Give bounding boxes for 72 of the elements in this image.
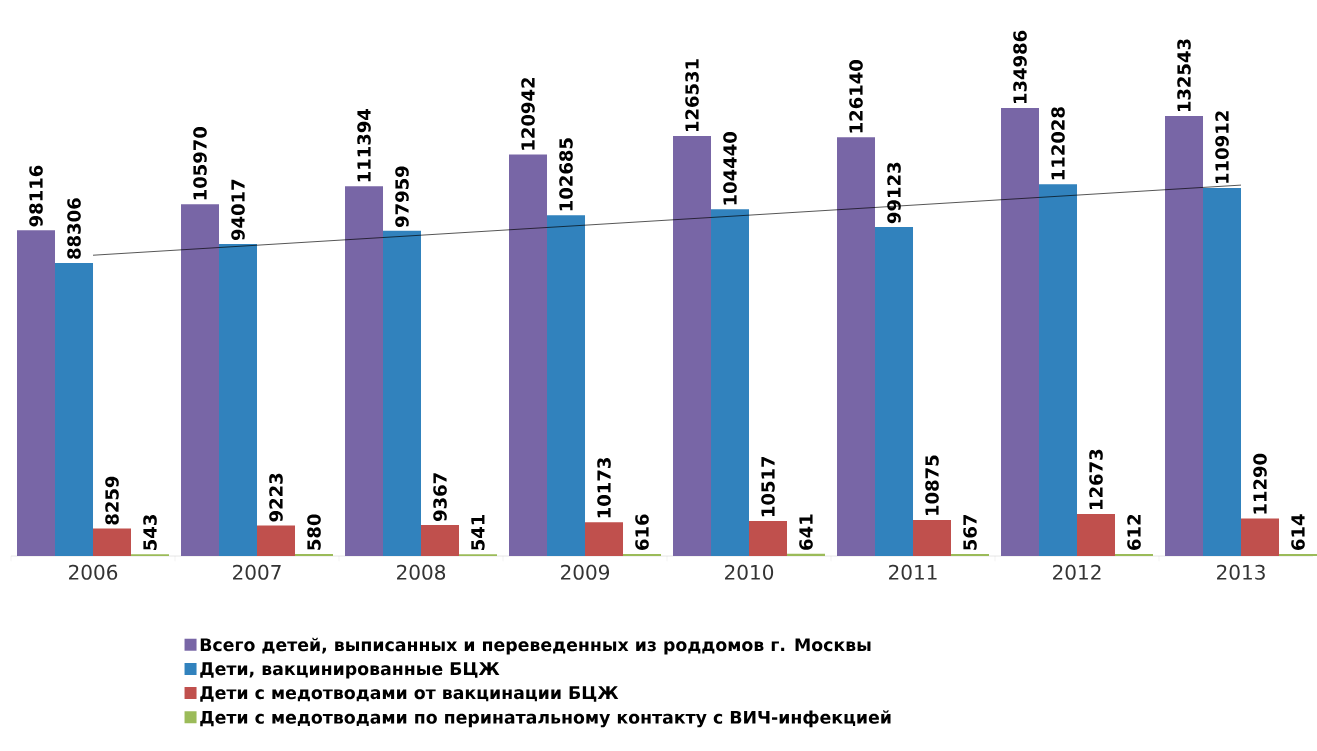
bar	[547, 215, 586, 556]
legend-label: Всего детей, выписанных и переведенных из роддомов г. Москвы	[200, 637, 871, 655]
bar	[257, 525, 296, 556]
x-tick-label: 2006	[69, 564, 118, 580]
data-label: 10173	[597, 458, 611, 518]
bar	[1001, 107, 1040, 556]
bar	[383, 230, 422, 556]
data-label: 614	[1291, 514, 1305, 550]
bar	[93, 528, 131, 556]
x-tick-label: 2012	[1053, 564, 1101, 580]
data-label: 134986	[1013, 30, 1027, 104]
data-label: 580	[307, 514, 321, 550]
data-label: 567	[963, 515, 977, 550]
legend-label: Дети с медотводами по перинатальному контакту с ВИЧ-инфекцией	[200, 710, 891, 728]
bar	[219, 243, 257, 556]
data-label: 97959	[395, 166, 409, 227]
bar	[913, 519, 951, 556]
data-label: 99123	[887, 162, 901, 224]
data-label: 132543	[1177, 39, 1191, 112]
bar	[875, 227, 914, 556]
data-label: 120942	[521, 78, 535, 150]
bar	[55, 262, 94, 556]
data-label: 104440	[723, 132, 737, 205]
bar	[837, 137, 876, 556]
x-tick-label: 2010	[725, 564, 774, 580]
bar	[1115, 553, 1153, 556]
bar	[509, 154, 548, 556]
bar	[787, 553, 825, 556]
x-tick-label: 2011	[889, 564, 937, 580]
data-label: 10875	[925, 455, 939, 515]
data-label: 616	[635, 514, 649, 550]
data-label: 102685	[559, 138, 573, 211]
x-tick-label: 2008	[397, 564, 446, 580]
data-label: 641	[799, 514, 813, 550]
data-label: 11290	[1253, 453, 1267, 514]
data-label: 126140	[849, 60, 863, 133]
data-label: 112028	[1051, 107, 1065, 180]
data-label: 94017	[231, 179, 245, 241]
bar	[421, 524, 459, 556]
data-label: 9367	[433, 473, 447, 522]
data-label: 98116	[29, 165, 43, 227]
x-tick-label: 2009	[561, 564, 610, 580]
bar	[17, 230, 56, 556]
bar	[711, 209, 750, 556]
bar	[1039, 184, 1078, 556]
x-tick-label: 2013	[1217, 564, 1265, 580]
bar	[673, 136, 711, 556]
data-label: 541	[471, 514, 485, 550]
bar	[1203, 187, 1242, 556]
data-label: 9223	[269, 473, 283, 522]
legend-label: Дети с медотводами от вакцинации БЦЖ	[200, 686, 619, 702]
bar	[1241, 518, 1280, 556]
bar	[345, 186, 384, 556]
bar	[181, 204, 219, 556]
bar	[1279, 553, 1317, 556]
data-label: 543	[143, 515, 157, 550]
data-label: 10517	[761, 456, 775, 517]
data-label: 110912	[1215, 111, 1229, 183]
data-label: 126531	[685, 59, 699, 132]
data-label: 88306	[67, 198, 81, 259]
data-label: 105970	[193, 127, 207, 200]
bar	[585, 522, 623, 556]
bar	[749, 521, 788, 556]
data-label: 612	[1127, 515, 1141, 550]
legend-label: Дети, вакцинированные БЦЖ	[200, 662, 500, 679]
data-label: 8259	[105, 476, 119, 525]
bar	[1165, 116, 1204, 556]
data-label: 111394	[357, 109, 371, 182]
x-tick-label: 2007	[233, 564, 281, 580]
bar	[1077, 513, 1116, 556]
data-label: 12673	[1089, 449, 1103, 509]
bar	[623, 553, 662, 556]
